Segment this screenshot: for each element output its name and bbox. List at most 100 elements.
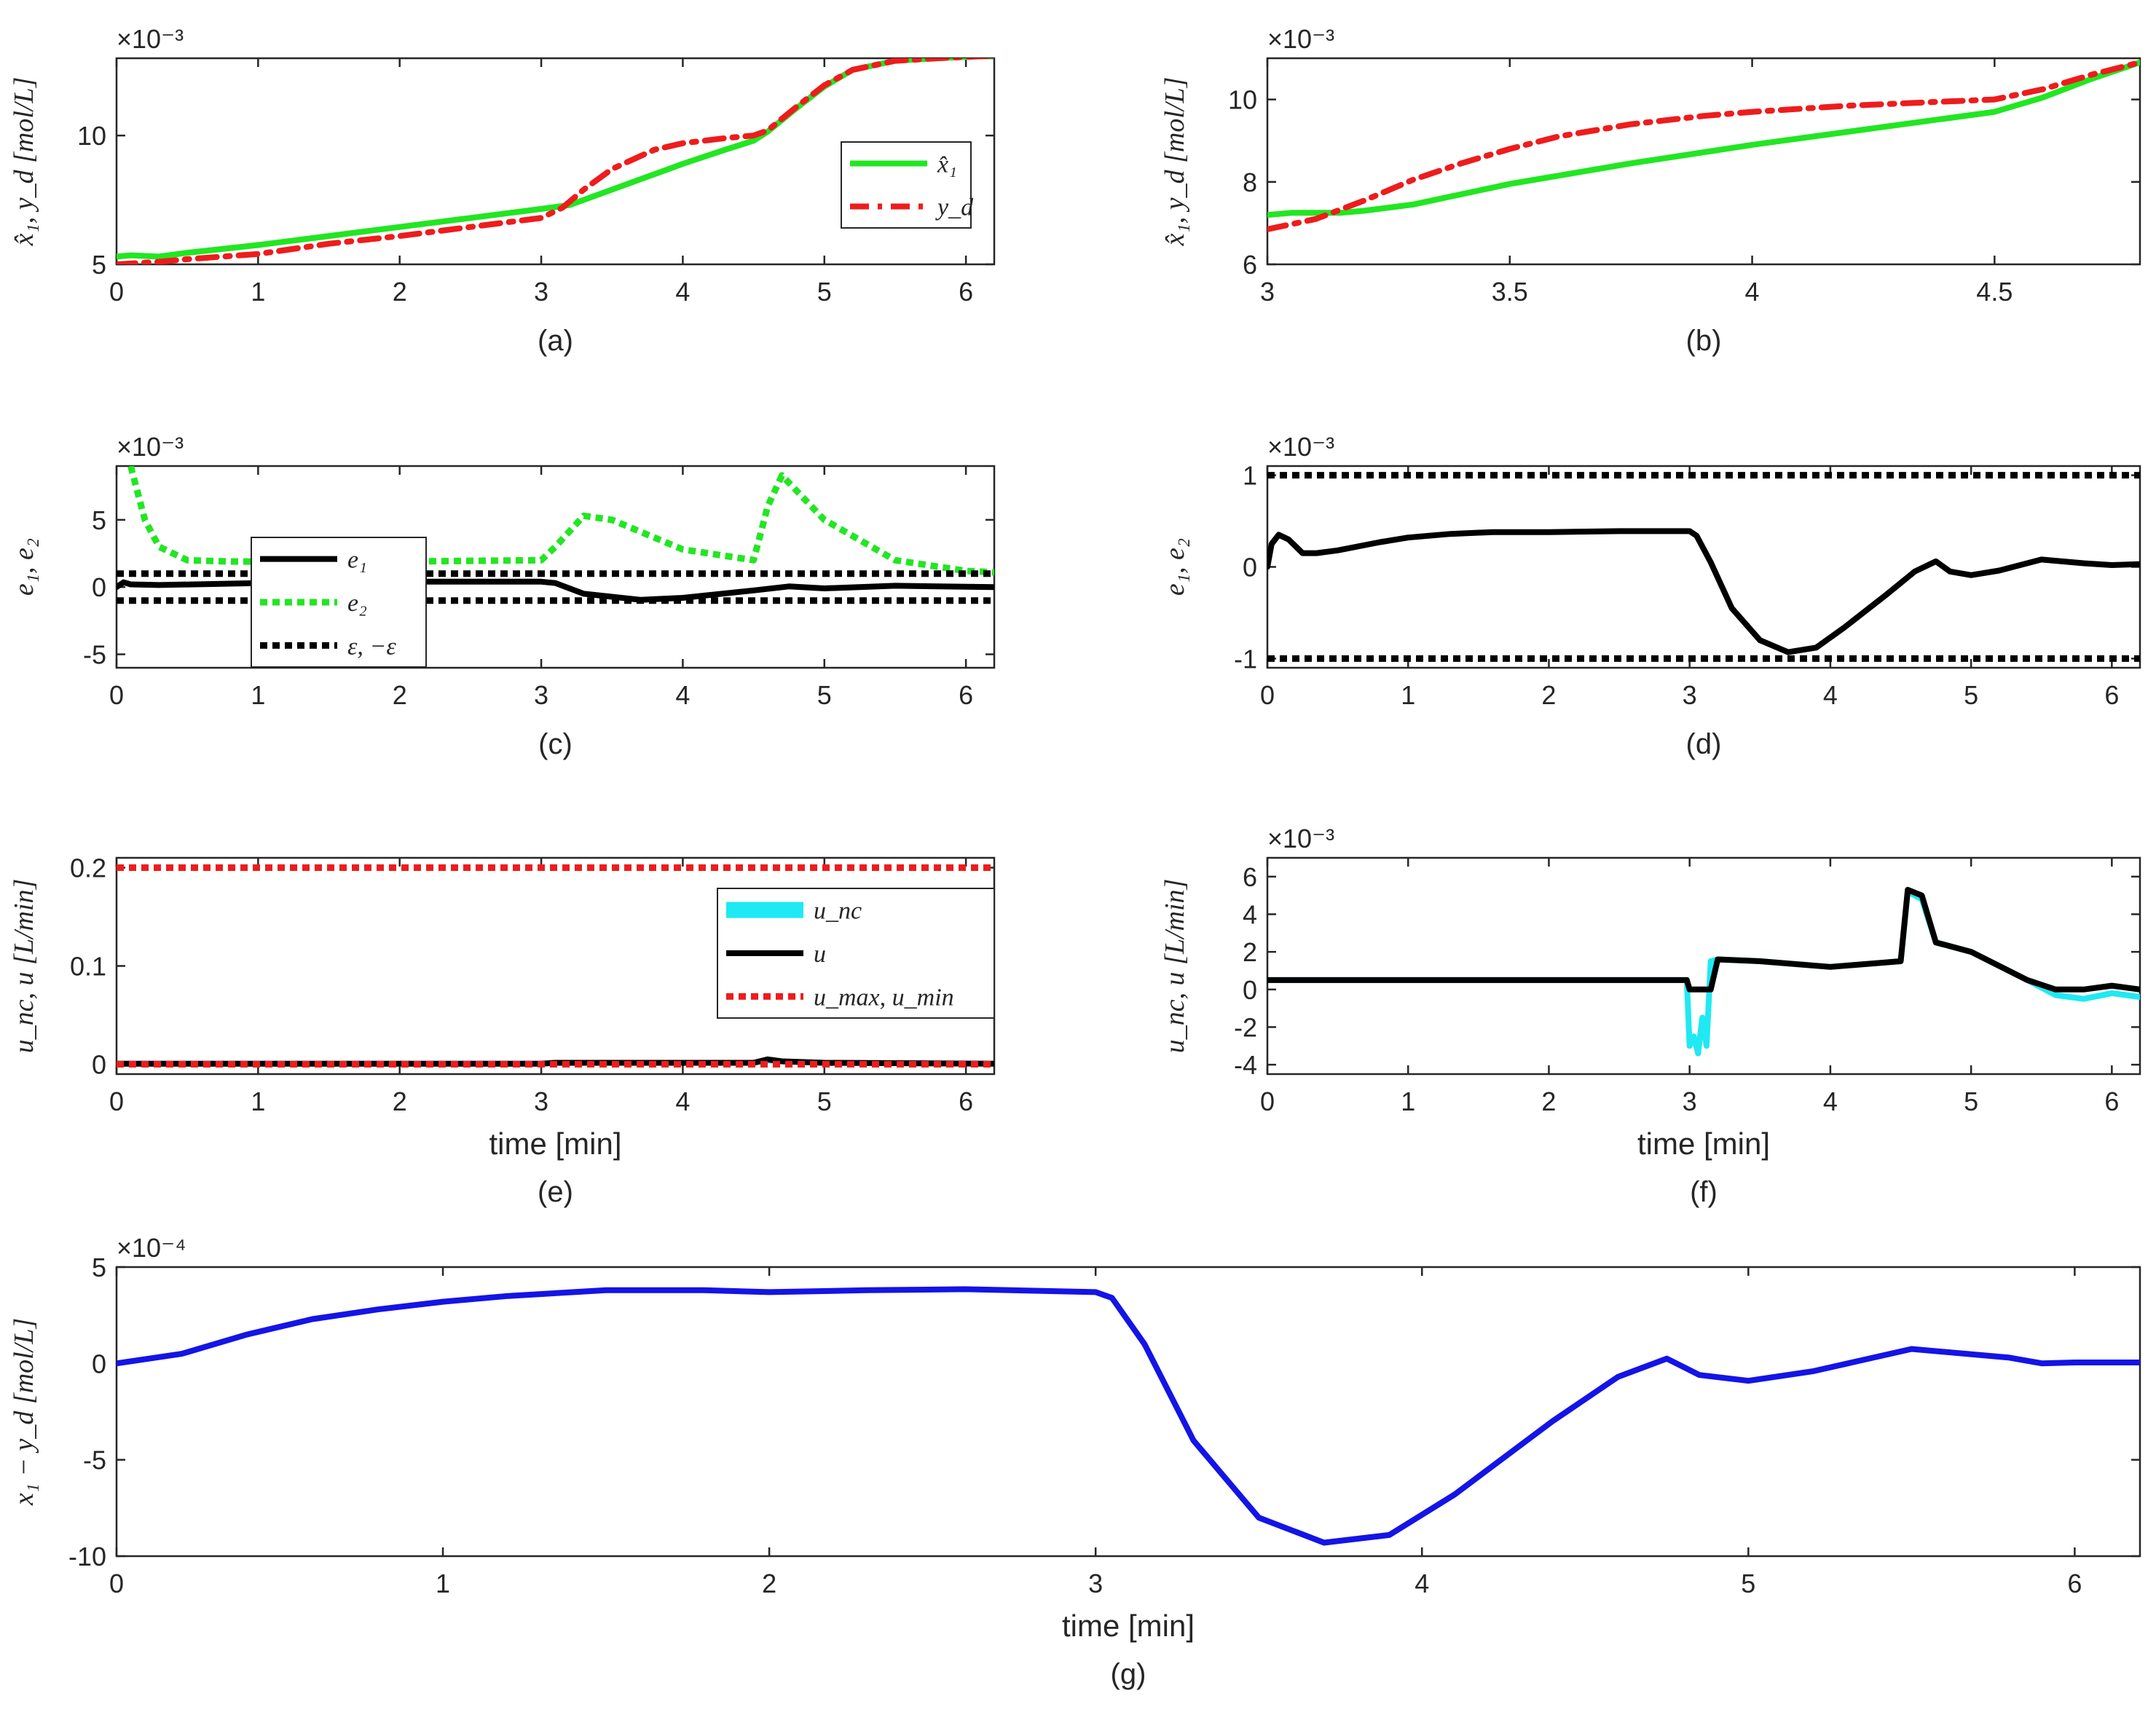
x-tick-label: 6 [959,1086,973,1116]
series-group-a [117,58,994,264]
series-line [117,1286,2140,1546]
axis-multiplier: ×10⁻³ [1267,24,1334,54]
x-tick-label: 2 [1541,680,1556,710]
x-tick-label: 4 [1823,680,1838,710]
series-line [1267,528,2140,655]
y-tick-label: 4 [1243,899,1257,929]
x-tick-label: 1 [251,277,265,307]
series-line [127,466,994,576]
panel-caption: (g) [1111,1658,1146,1690]
x-tick-label: 2 [1541,1086,1556,1116]
y-tick-label: 10 [77,121,106,151]
legend-label: e₁ [347,547,367,574]
x-tick-label: 4 [675,680,690,710]
x-tick-label: 6 [2067,1569,2082,1598]
x-tick-label: 6 [959,680,973,710]
y-tick-label: 5 [92,250,106,280]
x-tick-label: 5 [1964,680,1978,710]
x-tick-label: 1 [436,1569,450,1598]
panel-e: 0 1 2 3 4 5 6 0 0.1 0.2 u_nc, u [L/min] time [min] (… [9,853,996,1208]
x-tick-label: 3 [534,277,548,307]
x-tick-label: 4.5 [1976,277,2013,307]
x-tick-label: 5 [817,680,832,710]
x-tick-label: 0 [109,277,124,307]
y-tick-label: -2 [1234,1012,1257,1042]
x-tick-label: 0 [109,1569,124,1598]
series-line [117,58,994,264]
x-axis-label: time [min] [1637,1127,1770,1161]
series-group-c [117,466,994,604]
axes-box-g [115,1266,2141,1558]
series-group-b [1267,59,2140,232]
axis-multiplier: ×10⁻³ [117,432,184,462]
x-tick-label: 3 [534,680,548,710]
x-tick-label: 2 [762,1569,776,1598]
x-tick-label: 4 [1745,277,1760,307]
y-tick-label: -1 [1234,644,1257,674]
y-tick-label: 2 [1243,937,1257,967]
y-tick-label: 10 [1228,85,1257,115]
y-tick-label: 0 [1243,553,1257,583]
y-tick-label: 0 [92,572,106,602]
x-tick-label: 1 [251,680,265,710]
x-tick-label: 2 [393,1086,407,1116]
panel-d: 0 1 2 3 4 5 6-101×10⁻³e₁, e₂(d) [1160,432,2141,760]
panel-caption: (d) [1686,728,1722,760]
axis-multiplier: ×10⁻³ [1267,432,1334,462]
x-tick-label: 5 [817,1086,832,1116]
y-axis-label: x̂₁, y_d [mol/L] [9,77,39,247]
axes-box-b [1266,57,2141,266]
y-tick-label: 8 [1243,167,1257,197]
y-tick-label: 0 [1243,975,1257,1005]
panel-caption: (e) [538,1176,573,1208]
legend-e: u_ncu u_max, u_min [717,888,995,1019]
x-tick-label: 6 [959,277,973,307]
x-tick-label: 3.5 [1492,277,1528,307]
y-tick-label: 0.2 [70,853,106,883]
panel-caption: (a) [538,325,573,357]
series-line [1267,59,2140,232]
y-tick-label: 1 [1243,461,1257,491]
x-tick-label: 4 [1823,1086,1838,1116]
panel-a: 0 1 2 3 4 5 6 5 10 ×10⁻³ x̂₁, y_d [mol/L] (a) x̂₁ y_d [9,24,996,357]
y-tick-label: 5 [92,505,106,535]
panel-caption: (f) [1690,1176,1718,1208]
y-axis-label: u_nc, u [L/min] [9,879,39,1054]
x-tick-label: 2 [393,680,407,710]
x-tick-label: 6 [2104,680,2119,710]
y-axis-label: u_nc, u [L/min] [1160,879,1190,1054]
y-tick-label: -5 [83,640,106,670]
axis-multiplier: ×10⁻⁴ [117,1233,186,1263]
x-tick-label: 5 [1964,1086,1978,1116]
series-group-f [1267,886,2140,1057]
x-tick-label: 0 [109,1086,124,1116]
x-tick-label: 5 [817,277,832,307]
y-axis-label: x̂₁, y_d [mol/L] [1160,77,1190,247]
series-group-e [117,864,994,1068]
legend-label: u_max, u_min [814,984,954,1011]
x-tick-label: 3 [1683,1086,1697,1116]
legend-a: x̂₁ y_d [841,141,974,229]
y-axis-label: e₁, e₂ [1160,538,1190,596]
legend-label: y_d [935,194,974,221]
y-tick-label: 6 [1243,862,1257,892]
x-tick-label: 1 [251,1086,265,1116]
x-tick-label: 3 [1683,680,1697,710]
x-axis-label: time [min] [489,1127,621,1161]
x-tick-label: 4 [1415,1569,1429,1598]
x-tick-label: 1 [1401,680,1415,710]
series-group-g [117,1286,2140,1546]
series-line [1267,59,2140,218]
y-tick-label: 5 [92,1252,106,1282]
legend-c: e₁ e₂ ε, −ε [251,537,427,668]
x-axis-label: time [min] [1062,1609,1195,1643]
y-tick-label: 0.1 [70,952,106,982]
x-tick-label: 4 [675,277,690,307]
x-tick-label: 3 [1088,1569,1103,1598]
axes-box-a [115,57,996,266]
series-group-d [1267,472,2140,662]
y-tick-label: 6 [1243,250,1257,280]
panel-caption: (c) [538,728,573,760]
